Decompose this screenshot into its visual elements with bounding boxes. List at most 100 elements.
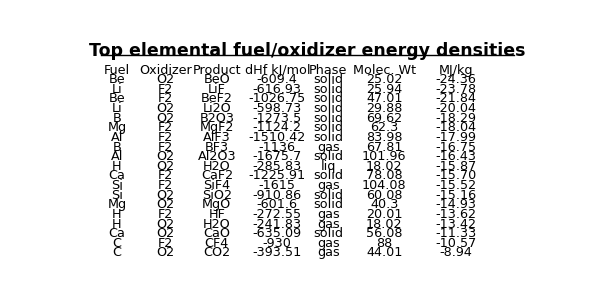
Text: solid: solid [313,131,343,144]
Text: F2: F2 [158,237,173,250]
Text: 88: 88 [376,237,392,250]
Text: Be: Be [109,73,125,86]
Text: -13.42: -13.42 [436,218,477,231]
Text: gas: gas [317,237,340,250]
Text: B: B [112,112,121,125]
Text: B2O3: B2O3 [199,112,235,125]
Text: -1124.2: -1124.2 [253,121,302,134]
Text: 104.08: 104.08 [362,179,407,192]
Text: -1136: -1136 [259,141,296,154]
Text: -15.52: -15.52 [436,179,477,192]
Text: BF3: BF3 [205,141,229,154]
Text: -20.04: -20.04 [436,102,477,115]
Text: Oxidizer: Oxidizer [139,64,192,77]
Text: Al: Al [110,131,123,144]
Text: solid: solid [313,73,343,86]
Text: 20.01: 20.01 [366,208,403,221]
Text: -285.83: -285.83 [253,160,302,173]
Text: F2: F2 [158,83,173,96]
Text: F2: F2 [158,141,173,154]
Text: B: B [112,141,121,154]
Text: Ca: Ca [109,227,125,240]
Text: -393.51: -393.51 [253,247,302,259]
Text: O2: O2 [157,227,175,240]
Text: Ca: Ca [109,170,125,182]
Text: -1615: -1615 [259,179,296,192]
Text: Al: Al [110,150,123,163]
Text: -272.55: -272.55 [253,208,302,221]
Text: O2: O2 [157,160,175,173]
Text: C: C [112,237,121,250]
Text: solid: solid [313,112,343,125]
Text: -18.04: -18.04 [436,121,477,134]
Text: LiF: LiF [208,83,226,96]
Text: F2: F2 [158,170,173,182]
Text: -15.16: -15.16 [436,189,477,202]
Text: Li2O: Li2O [202,102,231,115]
Text: Li: Li [112,102,122,115]
Text: -17.99: -17.99 [436,131,477,144]
Text: F2: F2 [158,131,173,144]
Text: -1026.75: -1026.75 [248,93,306,105]
Text: solid: solid [313,121,343,134]
Text: -601.6: -601.6 [257,198,298,211]
Text: Molec. Wt: Molec. Wt [353,64,416,77]
Text: MgF2: MgF2 [200,121,234,134]
Text: O2: O2 [157,198,175,211]
Text: solid: solid [313,150,343,163]
Text: H: H [112,218,122,231]
Text: -616.93: -616.93 [253,83,302,96]
Text: Li: Li [112,83,122,96]
Text: O2: O2 [157,247,175,259]
Text: Mg: Mg [107,198,127,211]
Text: gas: gas [317,179,340,192]
Text: F2: F2 [158,93,173,105]
Text: 69.62: 69.62 [366,112,402,125]
Text: -1675.7: -1675.7 [253,150,302,163]
Text: O2: O2 [157,189,175,202]
Text: SiF4: SiF4 [203,179,230,192]
Text: F2: F2 [158,121,173,134]
Text: 47.01: 47.01 [366,93,403,105]
Text: F2: F2 [158,179,173,192]
Text: -609.4: -609.4 [257,73,298,86]
Text: -16.43: -16.43 [436,150,477,163]
Text: -23.78: -23.78 [436,83,477,96]
Text: Si: Si [111,189,123,202]
Text: Product: Product [193,64,241,77]
Text: Mg: Mg [107,121,127,134]
Text: C: C [112,247,121,259]
Text: 62.3: 62.3 [370,121,398,134]
Text: gas: gas [317,141,340,154]
Text: 60.08: 60.08 [366,189,403,202]
Text: solid: solid [313,189,343,202]
Text: 78.08: 78.08 [366,170,403,182]
Text: O2: O2 [157,218,175,231]
Text: -598.73: -598.73 [253,102,302,115]
Text: SiO2: SiO2 [202,189,232,202]
Text: 25.94: 25.94 [366,83,403,96]
Text: solid: solid [313,170,343,182]
Text: liq: liq [321,160,336,173]
Text: 44.01: 44.01 [366,247,403,259]
Text: Phase: Phase [309,64,347,77]
Text: -635.09: -635.09 [253,227,302,240]
Text: -16.75: -16.75 [436,141,477,154]
Text: -10.57: -10.57 [436,237,477,250]
Text: CF4: CF4 [205,237,229,250]
Text: -8.94: -8.94 [440,247,473,259]
Text: 29.88: 29.88 [366,102,403,115]
Text: H: H [112,208,122,221]
Text: CaF2: CaF2 [201,170,233,182]
Text: -14.93: -14.93 [436,198,477,211]
Text: MgO: MgO [202,198,232,211]
Text: gas: gas [317,218,340,231]
Text: HF: HF [208,208,225,221]
Text: solid: solid [313,227,343,240]
Text: Top elemental fuel/oxidizer energy densities: Top elemental fuel/oxidizer energy densi… [89,42,526,60]
Text: -15.70: -15.70 [436,170,477,182]
Text: F2: F2 [158,208,173,221]
Text: -15.87: -15.87 [436,160,477,173]
Text: 18.02: 18.02 [366,218,403,231]
Text: CO2: CO2 [203,247,230,259]
